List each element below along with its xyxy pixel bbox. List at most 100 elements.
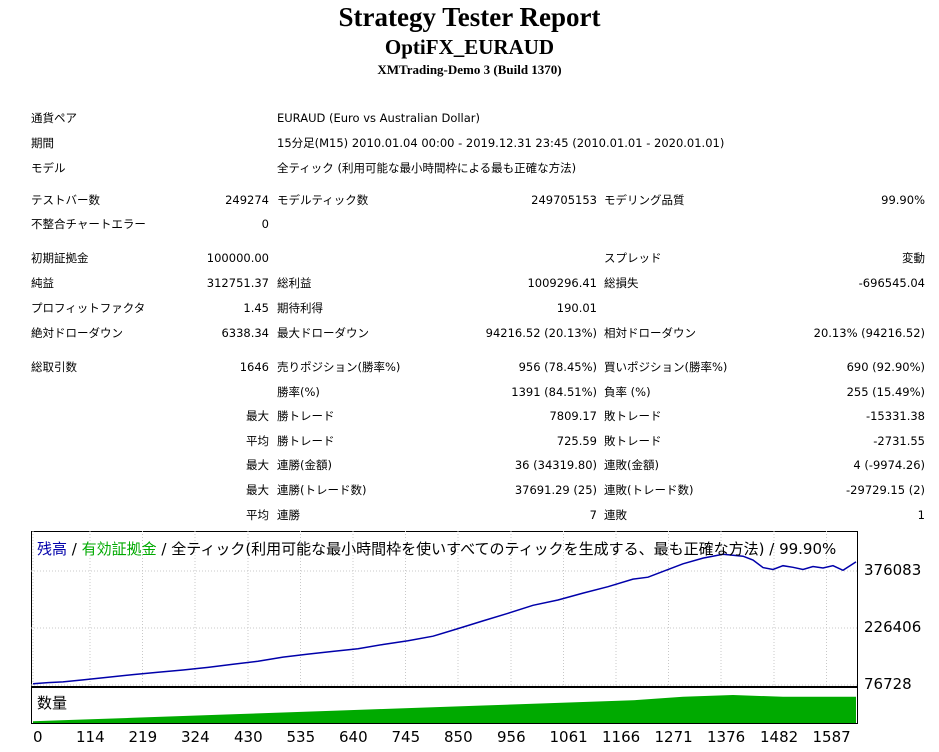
largest-loss-value: -15331.38: [865, 409, 925, 423]
short-label: 売りポジション(勝率%): [277, 360, 401, 374]
balance-chart: [31, 531, 858, 687]
win-pct-label: 勝率(%): [277, 385, 320, 399]
largest-win-value: 7809.17: [549, 409, 597, 423]
legend-description: / 全ティック(利用可能な最小時間枠を使いすべてのティックを生成する、最も正確な…: [156, 540, 837, 558]
bars-label: テストバー数: [31, 193, 100, 207]
expected-label: 期待利得: [277, 301, 323, 315]
y-tick-label: 226406: [864, 618, 922, 637]
mismatch-label: 不整合チャートエラー: [31, 217, 146, 231]
period-value: 15分足(M15) 2010.01.04 00:00 - 2019.12.31 …: [277, 136, 725, 150]
x-tick-label: 1061: [549, 728, 588, 746]
avg-cons-qualifier: 平均: [246, 508, 269, 522]
avg-win-label: 勝トレード: [277, 434, 335, 448]
volume-label: 数量: [37, 694, 68, 712]
long-label: 買いポジション(勝率%): [604, 360, 728, 374]
x-tick-label: 114: [76, 728, 105, 746]
trades-value: 1646: [239, 360, 269, 374]
quality-value: 99.90%: [881, 193, 925, 207]
max-cons2-qualifier: 最大: [246, 483, 269, 497]
symbol-value: EURAUD (Euro vs Australian Dollar): [277, 111, 481, 125]
deposit-value: 100000.00: [206, 251, 269, 265]
ticks-label: モデルティック数: [277, 193, 369, 207]
max-cons-profit-label: 連勝(トレード数): [277, 483, 367, 497]
trades-label: 総取引数: [31, 360, 77, 374]
quality-label: モデリング品質: [604, 193, 685, 207]
y-tick-label: 76728: [864, 675, 912, 693]
period-label: 期間: [31, 136, 54, 150]
x-tick-label: 430: [234, 728, 263, 746]
x-tick-label: 640: [339, 728, 368, 746]
avg-loss-value: -2731.55: [873, 434, 925, 448]
ticks-value: 249705153: [531, 193, 597, 207]
report-subtitle: OptiFX_EURAUD: [384, 35, 555, 59]
x-tick-label: 850: [444, 728, 473, 746]
avg-cons-win-label: 連勝: [277, 508, 300, 522]
expected-value: 190.01: [556, 301, 597, 315]
max-cons-win-value: 36 (34319.80): [514, 458, 597, 472]
volume-chart: [31, 687, 858, 724]
abs-dd-label: 絶対ドローダウン: [31, 326, 123, 340]
model-value: 全ティック (利用可能な最小時間枠による最も正確な方法): [277, 161, 577, 175]
report-server: XMTrading-Demo 3 (Build 1370): [377, 62, 562, 77]
max-cons-profit-value: 37691.29 (25): [514, 483, 597, 497]
max-dd-label: 最大ドローダウン: [277, 326, 369, 340]
gross-loss-value: -696545.04: [858, 276, 925, 290]
max-cons-loss-label: 連敗(金額): [604, 458, 659, 472]
y-tick-label: 376083: [864, 561, 922, 580]
x-tick-label: 956: [497, 728, 526, 746]
symbol-label: 通貨ペア: [31, 111, 77, 125]
win-pct-value: 1391 (84.51%): [511, 385, 597, 399]
bars-value: 249274: [225, 193, 269, 207]
x-tick-label: 219: [128, 728, 158, 746]
legend-sep: /: [67, 540, 82, 558]
rel-dd-label: 相対ドローダウン: [604, 326, 696, 340]
x-tick-label: 0: [33, 728, 43, 746]
x-tick-label: 1166: [602, 728, 641, 746]
spread-value: 変動: [902, 251, 925, 265]
gross-loss-label: 総損失: [604, 276, 639, 290]
pf-label: プロフィットファクタ: [31, 301, 146, 315]
x-tick-label: 745: [391, 728, 421, 746]
max-cons-loss-value: 4 (-9974.26): [853, 458, 925, 472]
max-cons-qualifier: 最大: [246, 458, 269, 472]
avg-cons-loss-label: 連敗: [604, 508, 627, 522]
loss-pct-label: 負率 (%): [604, 385, 651, 399]
x-tick-label: 535: [286, 728, 316, 746]
gross-profit-value: 1009296.41: [527, 276, 597, 290]
abs-dd-value: 6338.34: [221, 326, 269, 340]
largest-win-label: 勝トレード: [277, 409, 335, 423]
average-qualifier: 平均: [246, 434, 269, 448]
balance-line: [32, 553, 857, 685]
volume-area: [33, 695, 856, 723]
x-tick-label: 324: [181, 728, 210, 746]
net-value: 312751.37: [206, 276, 269, 290]
max-cons-lossamt-label: 連敗(トレード数): [604, 483, 694, 497]
avg-loss-label: 敗トレード: [604, 434, 662, 448]
x-tick-label: 1482: [760, 728, 799, 746]
loss-pct-value: 255 (15.49%): [846, 385, 925, 399]
x-tick-label: 1271: [654, 728, 693, 746]
legend-balance: 残高: [37, 540, 68, 558]
max-cons-win-label: 連勝(金額): [277, 458, 332, 472]
avg-win-value: 725.59: [556, 434, 597, 448]
model-label: モデル: [31, 161, 66, 175]
gross-profit-label: 総利益: [277, 276, 312, 290]
legend-equity: 有効証拠金: [81, 540, 157, 558]
max-cons-lossamt-value: -29729.15 (2): [846, 483, 925, 497]
largest-qualifier: 最大: [246, 409, 269, 423]
deposit-label: 初期証拠金: [31, 251, 89, 265]
rel-dd-value: 20.13% (94216.52): [813, 326, 925, 340]
spread-label: スプレッド: [604, 251, 662, 265]
short-value: 956 (78.45%): [518, 360, 597, 374]
chart-legend: 残高 / 有効証拠金 / 全ティック(利用可能な最小時間枠を使いすべてのティック…: [37, 538, 836, 559]
net-label: 純益: [31, 276, 54, 290]
x-tick-label: 1376: [707, 728, 746, 746]
long-value: 690 (92.90%): [846, 360, 925, 374]
avg-cons-win-value: 7: [589, 508, 597, 522]
avg-cons-loss-value: 1: [917, 508, 925, 522]
largest-loss-label: 敗トレード: [604, 409, 662, 423]
mismatch-value: 0: [261, 217, 269, 231]
max-dd-value: 94216.52 (20.13%): [485, 326, 597, 340]
x-tick-label: 1587: [812, 728, 851, 746]
pf-value: 1.45: [243, 301, 269, 315]
